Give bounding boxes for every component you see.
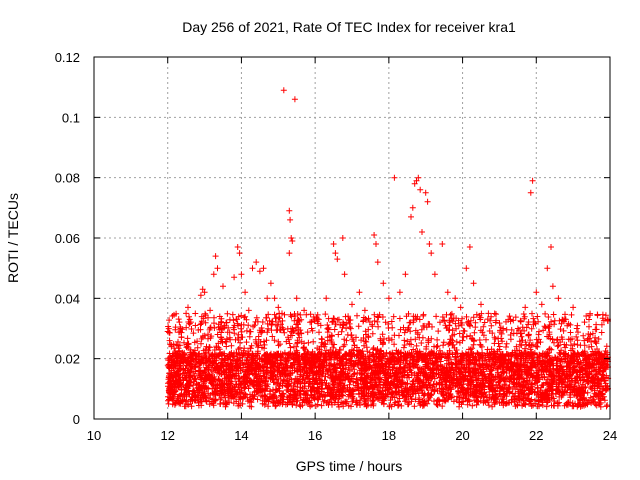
x-tick-label: 12	[160, 428, 174, 443]
data-points	[164, 87, 612, 410]
roti-points	[164, 87, 612, 410]
y-tick-label: 0	[73, 412, 80, 427]
y-tick-label: 0.08	[55, 171, 80, 186]
x-tick-label: 24	[603, 428, 617, 443]
axis-ticks: 10 12 14 16 18 20 22 24 0 0.02 0.04 0.06 0.08 0.1 0.12	[55, 50, 618, 443]
y-tick-label: 0.06	[55, 231, 80, 246]
x-tick-label: 20	[455, 428, 469, 443]
y-tick-label: 0.02	[55, 352, 80, 367]
y-axis-label: ROTI / TECUs	[5, 193, 21, 283]
x-tick-label: 14	[234, 428, 248, 443]
y-tick-label: 0.1	[62, 110, 80, 125]
y-tick-label: 0.12	[55, 50, 80, 65]
chart-title: Day 256 of 2021, Rate Of TEC Index for r…	[182, 19, 516, 35]
x-tick-label: 22	[529, 428, 543, 443]
x-tick-label: 10	[87, 428, 101, 443]
x-axis-label: GPS time / hours	[296, 458, 403, 474]
x-tick-label: 16	[308, 428, 322, 443]
x-tick-label: 18	[382, 428, 396, 443]
y-tick-label: 0.04	[55, 291, 80, 306]
